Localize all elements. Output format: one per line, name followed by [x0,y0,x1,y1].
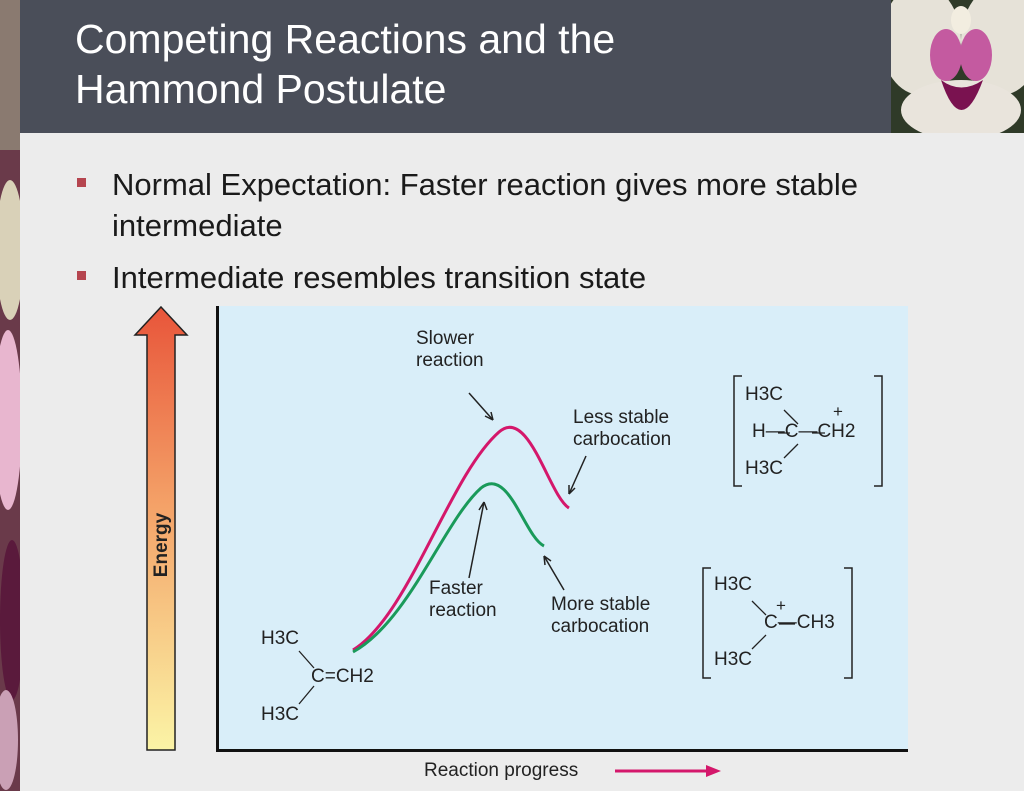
x-axis-arrow [615,765,721,777]
bullet-text: Normal Expectation: Faster reaction give… [112,167,859,243]
faster-reaction-curve [352,482,545,654]
x-axis-label: Reaction progress [424,760,579,781]
bullet-marker [77,271,86,280]
bullet-marker [77,178,86,187]
reactant-center: C=CH2 [311,666,374,687]
more-stable-charge: + [776,596,786,615]
slower-pointer [468,392,494,421]
bullet-item: Normal Expectation: Faster reaction give… [75,164,905,246]
less-stable-pointer [568,455,587,495]
more-stable-label: More stable carbocation [551,594,651,637]
energy-axis-arrow: Energy [133,305,189,752]
less-stable-top: H3C [745,384,784,405]
less-stable-center: H—C—CH2 [752,421,856,442]
title-line-2: Hammond Postulate [75,66,447,112]
less-stable-label: Less stable carbocation [573,407,672,450]
less-stable-bottom: H3C [745,458,784,479]
faster-pointer [468,501,485,579]
less-stable-charge: + [833,402,843,421]
slower-reaction-label: Slower reaction [416,328,484,371]
more-stable-top: H3C [714,574,753,595]
slower-reaction-curve [352,426,570,652]
bullet-text: Intermediate resembles transition state [112,260,647,295]
energy-diagram: Slower reaction Less stable carbocation Fa… [216,306,908,752]
reactant-top: H3C [261,628,300,649]
bullet-item: Intermediate resembles transition state [75,257,905,298]
reactant-bottom: H3C [261,704,300,725]
more-stable-center: C—CH3 [764,612,835,633]
less-stable-bracket-right [874,375,883,487]
title-bar [20,0,891,133]
more-stable-bracket-left [702,567,711,679]
less-stable-bracket-left [733,375,742,487]
y-axis-label: Energy [151,512,172,577]
orchid-image [891,0,1024,133]
more-stable-bottom: H3C [714,649,753,670]
slide-title: Competing Reactions and the Hammond Post… [75,14,875,114]
faster-reaction-label: Faster reaction [429,578,497,621]
title-line-1: Competing Reactions and the [75,16,616,62]
orchid-edge-image [0,0,20,791]
more-stable-bracket-right [844,567,853,679]
more-stable-pointer [543,555,565,591]
bullet-list: Normal Expectation: Faster reaction give… [75,164,905,309]
